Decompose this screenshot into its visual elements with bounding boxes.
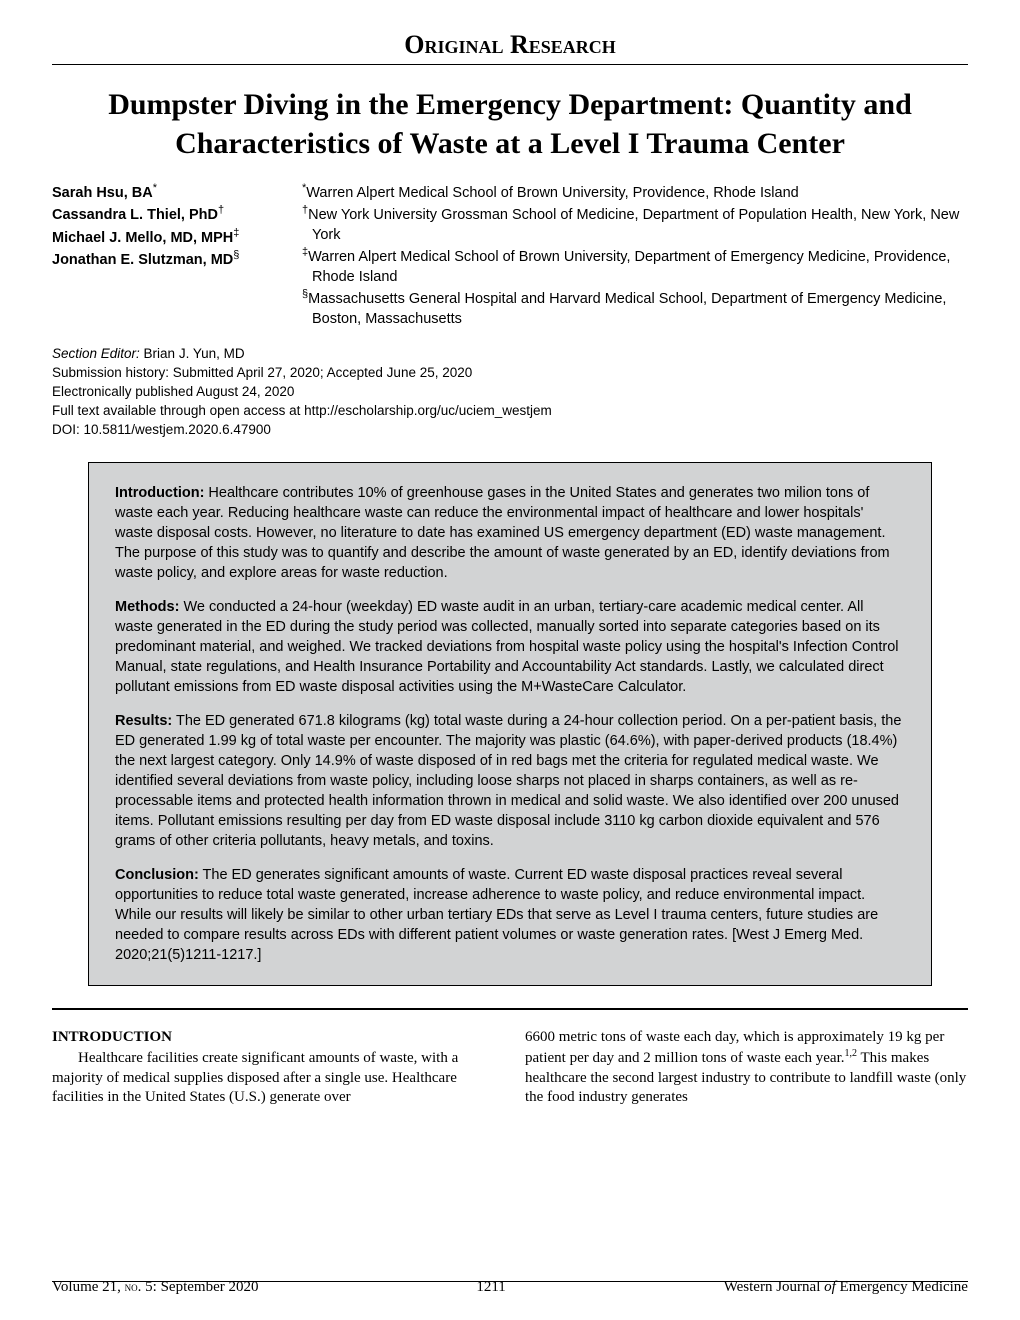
author-mark: ‡ — [233, 227, 239, 239]
abstract-methods: Methods: We conducted a 24-hour (weekday… — [115, 597, 905, 697]
epub-date: Electronically published August 24, 2020 — [52, 383, 968, 402]
abstract-text: We conducted a 24-hour (weekday) ED wast… — [115, 599, 899, 695]
authors-list: Sarah Hsu, BA* Cassandra L. Thiel, PhD† … — [52, 181, 270, 329]
affil-text: Warren Alpert Medical School of Brown Un… — [306, 185, 798, 201]
author: Michael J. Mello, MD, MPH‡ — [52, 226, 270, 248]
author: Cassandra L. Thiel, PhD† — [52, 203, 270, 225]
body-paragraph: Healthcare facilities create significant… — [52, 1049, 495, 1108]
abstract-text: The ED generated 671.8 kilograms (kg) to… — [115, 713, 901, 849]
fulltext-link: Full text available through open access … — [52, 402, 968, 421]
abstract-heading: Introduction: — [115, 485, 204, 501]
body-paragraph: 6600 metric tons of waste each day, whic… — [525, 1028, 968, 1108]
section-label: Original Research — [52, 30, 968, 65]
affiliation: †New York University Grossman School of … — [302, 203, 968, 245]
affil-text: New York University Grossman School of M… — [308, 207, 959, 243]
divider — [52, 1008, 968, 1010]
doi: DOI: 10.5811/westjem.2020.6.47900 — [52, 421, 968, 440]
introduction-heading: INTRODUCTION — [52, 1028, 495, 1048]
affiliations-list: *Warren Alpert Medical School of Brown U… — [302, 181, 968, 329]
author-name: Cassandra L. Thiel, PhD — [52, 207, 218, 223]
author-mark: † — [218, 204, 224, 216]
abstract-box: Introduction: Healthcare contributes 10%… — [88, 462, 932, 986]
article-title: Dumpster Diving in the Emergency Departm… — [52, 85, 968, 163]
submission-history: Submission history: Submitted April 27, … — [52, 364, 968, 383]
abstract-results: Results: The ED generated 671.8 kilogram… — [115, 711, 905, 851]
abstract-heading: Methods: — [115, 599, 179, 615]
editor-label: Section Editor: — [52, 346, 140, 361]
article-meta: Section Editor: Brian J. Yun, MD Submiss… — [52, 345, 968, 439]
reference-superscript: 1,2 — [844, 1048, 857, 1059]
abstract-text: The ED generates significant amounts of … — [115, 867, 878, 963]
author: Sarah Hsu, BA* — [52, 181, 270, 203]
affil-text: Warren Alpert Medical School of Brown Un… — [308, 249, 950, 285]
page-footer: Volume 21, no. 5: September 2020 1211 We… — [52, 1279, 968, 1296]
affil-text: Massachusetts General Hospital and Harva… — [308, 291, 946, 327]
author-name: Michael J. Mello, MD, MPH — [52, 230, 233, 246]
author-name: Jonathan E. Slutzman, MD — [52, 252, 233, 268]
body-columns: INTRODUCTION Healthcare facilities creat… — [52, 1028, 968, 1108]
footer-rule — [52, 1281, 968, 1282]
authors-affiliations-block: Sarah Hsu, BA* Cassandra L. Thiel, PhD† … — [52, 181, 968, 329]
abstract-conclusion: Conclusion: The ED generates significant… — [115, 865, 905, 965]
author: Jonathan E. Slutzman, MD§ — [52, 248, 270, 270]
abstract-text: Healthcare contributes 10% of greenhouse… — [115, 485, 890, 581]
section-editor: Section Editor: Brian J. Yun, MD — [52, 345, 968, 364]
author-name: Sarah Hsu, BA — [52, 185, 153, 201]
affiliation: ‡Warren Alpert Medical School of Brown U… — [302, 245, 968, 287]
affiliation: *Warren Alpert Medical School of Brown U… — [302, 181, 968, 203]
affiliation: §Massachusetts General Hospital and Harv… — [302, 287, 968, 329]
editor-name: Brian J. Yun, MD — [140, 346, 245, 361]
column-left: INTRODUCTION Healthcare facilities creat… — [52, 1028, 495, 1108]
author-mark: * — [153, 182, 157, 194]
abstract-heading: Results: — [115, 713, 172, 729]
abstract-introduction: Introduction: Healthcare contributes 10%… — [115, 483, 905, 583]
abstract-heading: Conclusion: — [115, 867, 199, 883]
column-right: 6600 metric tons of waste each day, whic… — [525, 1028, 968, 1108]
author-mark: § — [233, 249, 239, 261]
